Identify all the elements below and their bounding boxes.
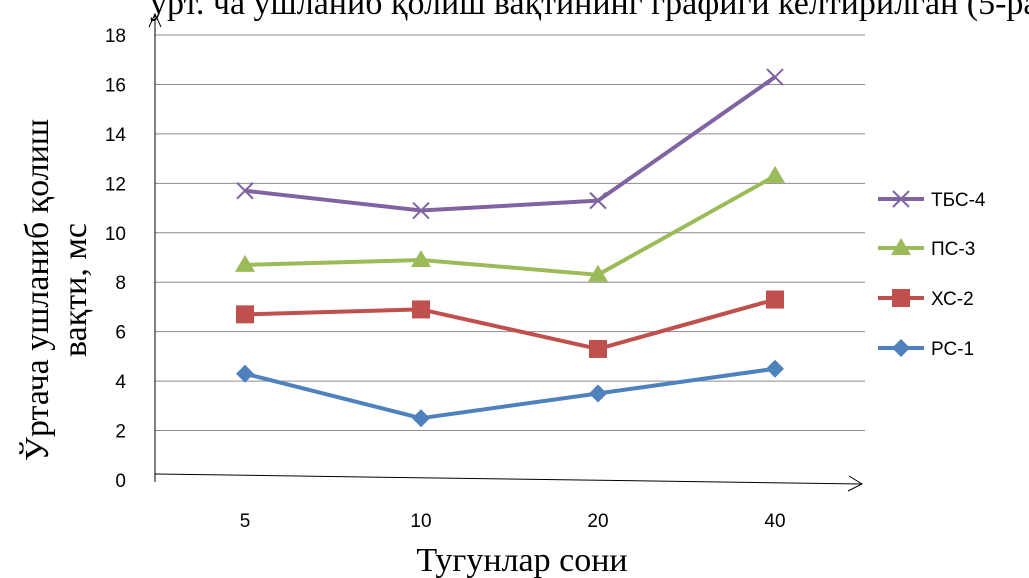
legend-marker	[892, 339, 910, 357]
y-tick-label: 18	[105, 26, 126, 47]
legend-label: ПС-3	[931, 239, 975, 260]
legend: ТБС-4 ПС-3 ХС-2 РС-1	[878, 190, 986, 360]
data-point	[588, 264, 608, 282]
legend-label: ХС-2	[931, 289, 974, 310]
data-point	[236, 305, 254, 324]
y-tick-label: 4	[115, 372, 126, 393]
x-tick-label: 10	[410, 511, 431, 532]
data-point	[412, 409, 430, 428]
series-line	[244, 75, 777, 213]
series-lines	[235, 68, 785, 428]
legend-label: РС-1	[931, 339, 974, 360]
data-point	[589, 339, 607, 358]
x-tick-label: 5	[240, 511, 251, 532]
y-tick-label: 0	[115, 471, 126, 492]
axes	[148, 12, 864, 492]
data-point	[412, 300, 430, 319]
legend-label: ТБС-4	[931, 190, 986, 211]
data-point	[235, 254, 255, 272]
series-line	[244, 174, 776, 277]
y-tick-label: 16	[105, 75, 126, 96]
x-axis-title: Тугунлар сони	[416, 542, 627, 578]
x-axis-line	[154, 473, 863, 485]
y-tick-label: 10	[105, 224, 126, 245]
legend-marker	[892, 289, 910, 307]
legend-marker	[892, 190, 910, 208]
y-axis-title-line-1: Ўртача ушланиб қолиш	[19, 119, 56, 461]
y-tick-label: 14	[105, 125, 127, 146]
data-point	[411, 249, 431, 267]
x-axis-arrow	[847, 475, 864, 492]
cut-off-top-text: урт. ча ушланиб қолиш вақтининг графиги …	[150, 0, 1029, 22]
x-tick-labels: 5 10 20 40	[240, 511, 786, 532]
x-tick-label: 20	[587, 511, 608, 532]
data-point	[766, 68, 784, 86]
y-axis-title-line-2: вақти, мс	[57, 223, 94, 357]
data-point	[589, 384, 607, 403]
series-line	[244, 366, 776, 421]
y-tick-label: 8	[115, 273, 126, 294]
y-tick-labels: 0 2 4 6 8 10 12 14 16 18	[105, 26, 127, 492]
legend-marker	[891, 238, 911, 255]
data-point	[412, 201, 430, 220]
data-point	[766, 290, 784, 309]
data-point	[236, 364, 254, 383]
y-tick-label: 12	[105, 174, 126, 195]
series-line	[244, 297, 776, 351]
data-point	[589, 191, 607, 210]
data-point	[236, 182, 254, 200]
data-point	[765, 165, 785, 183]
y-tick-label: 6	[115, 323, 126, 344]
y-tick-label: 2	[115, 422, 126, 443]
data-point	[766, 359, 784, 378]
x-tick-label: 40	[764, 511, 785, 532]
y-axis-arrow	[148, 12, 162, 28]
